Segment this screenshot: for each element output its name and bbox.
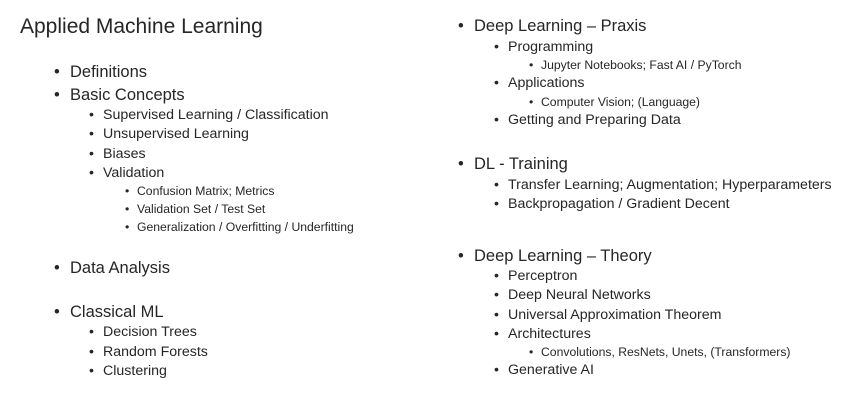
bullet-decision-trees: Decision Trees xyxy=(89,323,197,341)
bullet-validation-test-set: Validation Set / Test Set xyxy=(125,201,265,217)
page-title: Applied Machine Learning xyxy=(20,15,263,38)
bullet-dl-theory: Deep Learning – Theory xyxy=(458,246,652,266)
bullet-basic-concepts: Basic Concepts xyxy=(54,85,185,105)
bullet-generalization: Generalization / Overfitting / Underfitt… xyxy=(125,219,354,235)
bullet-jupyter-fastai: Jupyter Notebooks; Fast AI / PyTorch xyxy=(529,57,741,73)
bullet-transfer-learning: Transfer Learning; Augmentation; Hyperpa… xyxy=(494,176,832,194)
bullet-random-forests: Random Forests xyxy=(89,343,208,361)
bullet-clustering: Clustering xyxy=(89,362,167,380)
bullet-unsupervised-learning: Unsupervised Learning xyxy=(89,125,249,143)
bullet-programming: Programming xyxy=(494,38,593,56)
bullet-convolutions: Convolutions, ResNets, Unets, (Transform… xyxy=(529,344,790,360)
bullet-generative-ai: Generative AI xyxy=(494,361,594,379)
bullet-applications: Applications xyxy=(494,74,584,92)
bullet-universal-approximation: Universal Approximation Theorem xyxy=(494,306,721,324)
bullet-validation: Validation xyxy=(89,164,164,182)
bullet-confusion-matrix: Confusion Matrix; Metrics xyxy=(125,183,275,199)
bullet-perceptron: Perceptron xyxy=(494,267,577,285)
bullet-data-analysis: Data Analysis xyxy=(54,258,170,278)
bullet-supervised-learning: Supervised Learning / Classification xyxy=(89,106,329,124)
bullet-deep-neural-networks: Deep Neural Networks xyxy=(494,286,651,304)
bullet-dl-praxis: Deep Learning – Praxis xyxy=(458,16,646,36)
bullet-getting-data: Getting and Preparing Data xyxy=(494,111,681,129)
bullet-backpropagation: Backpropagation / Gradient Decent xyxy=(494,195,730,213)
bullet-classical-ml: Classical ML xyxy=(54,302,163,322)
bullet-dl-training: DL - Training xyxy=(458,154,568,174)
bullet-definitions: Definitions xyxy=(54,62,147,82)
bullet-computer-vision: Computer Vision; (Language) xyxy=(529,94,700,110)
bullet-biases: Biases xyxy=(89,145,145,163)
bullet-architectures: Architectures xyxy=(494,325,591,343)
